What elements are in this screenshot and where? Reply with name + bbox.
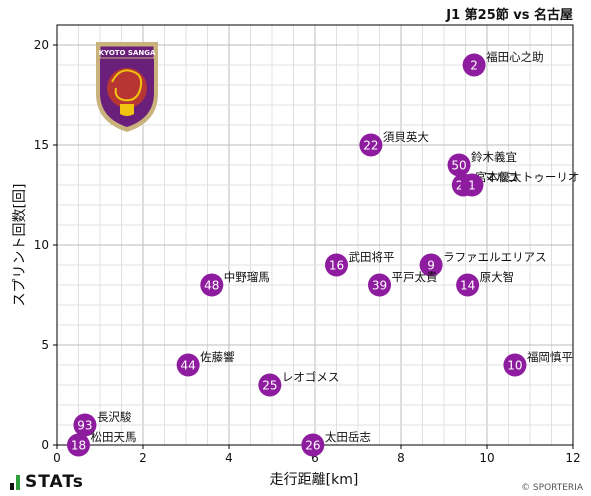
point-marker [462,53,486,77]
data-point: 9 ラファエルエリアス [419,250,547,277]
chart-title: J1 第25節 vs 名古屋 [445,7,573,23]
y-tick-label: 15 [34,138,49,152]
point-marker [456,273,480,297]
player-number: 22 [363,139,378,153]
player-number: 16 [329,259,344,273]
data-point: 18 松田天馬 [67,430,137,457]
player-name-label: 平戸太貴 [392,270,438,284]
data-point: 39 平戸太貴 [368,270,438,297]
player-name-label: 中野瑠馬 [224,270,270,284]
team-badge-icon: KYOTO SANGA [96,42,158,132]
data-point: 16 武田将平 [325,250,395,277]
x-axis-label: 走行距離[km] [270,471,359,488]
x-tick-label: 4 [225,451,233,465]
y-tick-label: 20 [34,38,49,52]
point-marker [200,273,224,297]
x-tick-label: 0 [53,451,61,465]
y-tick-label: 5 [41,338,49,352]
player-number: 18 [71,439,86,453]
point-marker [368,273,391,297]
data-point: 22 須貝英大 [359,130,429,157]
data-point: 50 鈴木義宜 [447,150,517,177]
player-name-label: 武田将平 [349,250,395,264]
copyright-text: © SPORTERIA [521,483,583,493]
player-name-label: 原大智 [480,270,515,284]
x-tick-label: 10 [479,451,494,465]
player-number: 14 [460,279,475,293]
player-name-label: 宮本優太 [475,170,521,184]
data-points: 2福田心之助22須貝英大50鈴木義宜24宮本優太1マルコ トゥーリオ16武田将平… [67,50,579,457]
point-marker [419,253,443,277]
stats-logo: STATs [10,472,84,492]
data-point: 14 原大智 [456,270,514,297]
player-number: 50 [451,159,466,173]
player-number: 48 [204,279,219,293]
player-name-label: マルコ トゥーリオ [484,170,579,184]
player-name-label: レオゴメス [282,370,340,384]
data-point: 44 佐藤響 [176,350,235,377]
player-name-label: 太田岳志 [325,430,371,444]
brand-name: STATs [25,472,84,492]
x-tick-label: 2 [139,451,147,465]
data-point: 93 長沢駿 [73,410,132,437]
x-tick-label: 6 [311,451,319,465]
player-number: 93 [77,419,92,433]
point-marker [325,253,348,277]
point-marker [73,413,97,437]
data-point: 10 福岡慎平 [503,350,573,377]
player-number: 26 [305,439,320,453]
point-marker [67,433,90,457]
data-point: 2 福田心之助 [462,50,544,77]
stats-bars-icon [10,474,20,490]
player-number: 44 [181,359,196,373]
y-tick-label: 10 [34,238,49,252]
point-marker [359,133,383,157]
point-marker [503,353,527,377]
data-point: 1 マルコ トゥーリオ [460,170,579,197]
point-marker [447,153,471,177]
x-tick-label: 8 [397,451,405,465]
player-name-label: 佐藤響 [200,350,235,364]
player-name-label: 須貝英大 [383,130,429,144]
player-number: 10 [507,359,522,373]
player-name-label: 鈴木義宜 [471,150,517,164]
data-point: 25 レオゴメス [258,370,339,397]
player-number: 1 [468,179,476,193]
player-name-label: 松田天馬 [91,430,137,444]
player-name-label: 福田心之助 [486,50,543,64]
x-tick-label: 12 [565,451,580,465]
player-name-label: ラファエルエリアス [443,250,546,264]
player-number: 25 [262,379,277,393]
player-number: 9 [427,259,435,273]
point-marker [176,353,200,377]
data-point: 48 中野瑠馬 [200,270,270,297]
data-point: 26 太田岳志 [301,430,371,457]
player-number: 39 [372,279,387,293]
y-axis-label: スプリント回数[回] [12,184,28,307]
point-marker [301,433,325,457]
player-name-label: 長沢駿 [97,410,132,424]
player-name-label: 福岡慎平 [527,350,573,364]
player-number: 2 [470,59,478,73]
point-marker [258,373,282,397]
point-marker [460,173,484,197]
badge-text: KYOTO SANGA [99,49,156,57]
y-tick-label: 0 [41,438,49,452]
